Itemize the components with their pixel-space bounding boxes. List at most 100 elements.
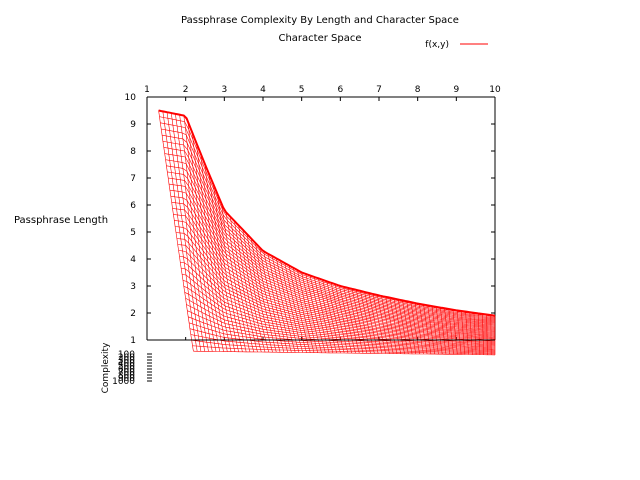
x-axis-label: Character Space: [278, 33, 361, 44]
surface-column-line: [414, 302, 424, 355]
surface-column-line: [330, 282, 349, 354]
y-tick-label: 3: [130, 282, 136, 292]
surface-column-line: [238, 225, 266, 353]
chart-title: Passphrase Complexity By Length and Char…: [181, 15, 459, 26]
surface-column-line: [435, 306, 443, 355]
surface-column-line: [372, 293, 386, 354]
surface-column-line: [377, 294, 390, 354]
surface-column-line: [263, 251, 288, 353]
surface-column-line: [360, 290, 375, 354]
surface-top-edge: [158, 109, 496, 317]
surface-column-line: [259, 247, 285, 353]
z-tick-label: 100: [118, 350, 135, 360]
y-tick-label: 1: [130, 336, 136, 346]
surface-column-line: [322, 279, 341, 354]
surface-column-line: [423, 304, 432, 355]
surface-column-line: [221, 204, 251, 352]
surface-column-line: [204, 164, 236, 352]
y-tick-label: 2: [130, 309, 136, 319]
surface-column-line: [267, 253, 292, 353]
x-tick-label: 5: [299, 85, 305, 95]
surface-column-line: [393, 298, 405, 354]
surface-column-line: [276, 258, 300, 353]
surface-column-line: [225, 211, 254, 352]
surface-column-line: [313, 276, 334, 353]
surface-column-line: [326, 281, 345, 354]
surface-column-line: [406, 301, 417, 354]
z-tick-label: 800: [118, 371, 135, 381]
surface-column-line: [179, 114, 213, 352]
x-tick-label: 9: [453, 85, 459, 95]
surface-column-line: [343, 286, 360, 354]
z-tick-label: 400: [118, 359, 135, 369]
surface-column-line: [271, 255, 296, 353]
surface-row-line: [175, 226, 496, 335]
surface-column-line: [217, 194, 247, 352]
surface-column-line: [200, 153, 232, 352]
surface-column-line: [309, 275, 330, 353]
surface-column-line: [448, 308, 454, 355]
surface-column-line: [482, 313, 484, 355]
z-tick-label: 1000: [112, 377, 135, 387]
surface-column-line: [427, 305, 435, 355]
y-axis-label: Passphrase Length: [14, 215, 108, 226]
x-tick-label: 8: [415, 85, 421, 95]
y-tick-label: 4: [130, 255, 136, 265]
surface-column-line: [473, 312, 477, 355]
z-tick-label: 900: [118, 374, 135, 384]
legend-label: f(x,y): [425, 40, 449, 50]
surface-column-line: [213, 184, 243, 352]
z-tick-label: 200: [118, 353, 135, 363]
surface-column-line: [229, 216, 258, 353]
surface-column-line: [461, 311, 466, 355]
surface-column-line: [477, 313, 481, 355]
surface-column-line: [381, 295, 394, 354]
surface-column-line: [158, 110, 194, 352]
y-tick-label: 5: [130, 228, 136, 238]
surface-column-line: [187, 121, 221, 352]
z-tick-label: 300: [118, 356, 135, 366]
legend: f(x,y): [425, 40, 488, 50]
z-tick-label: 500: [118, 362, 135, 372]
surface-column-line: [250, 238, 277, 353]
surface-column-line: [444, 308, 451, 355]
x-tick-label: 10: [489, 85, 501, 95]
surface-column-line: [347, 287, 364, 354]
surface-column-line: [419, 303, 428, 355]
surface-column-line: [166, 112, 202, 352]
x-tick-label: 3: [221, 85, 227, 95]
y-ticks: 1 2 3 4 5 6 7 8 9 10: [125, 93, 495, 346]
surface-mesh: [147, 109, 496, 356]
surface-row-line: [161, 128, 496, 319]
surface-column-line: [183, 115, 217, 352]
surface-column-line: [162, 111, 198, 352]
surface-column-line: [440, 307, 447, 355]
surface-column-line: [385, 296, 398, 354]
surface-column-line: [234, 220, 262, 353]
x-tick-label: 7: [376, 85, 382, 95]
surface-column-line: [486, 314, 488, 355]
surface-column-line: [452, 309, 458, 355]
surface-column-line: [402, 300, 413, 354]
surface-column-line: [318, 278, 337, 353]
surface-column-line: [355, 289, 371, 354]
surface-column-line: [456, 310, 462, 355]
surface-column-line: [368, 292, 383, 354]
y-tick-label: 10: [125, 93, 137, 103]
surface-column-line: [351, 288, 368, 354]
x-tick-label: 1: [144, 85, 150, 95]
x-tick-label: 2: [183, 85, 189, 95]
surface-column-line: [242, 229, 270, 353]
surface-column-line: [280, 260, 303, 353]
z-axis-label: Complexity: [101, 342, 111, 394]
surface-column-line: [255, 242, 281, 353]
surface-column-line: [246, 233, 273, 353]
surface-column-line: [196, 142, 228, 352]
surface-column-line: [398, 299, 409, 354]
surface-column-line: [389, 297, 402, 354]
surface-column-line: [465, 311, 469, 355]
surface-column-line: [431, 305, 439, 355]
y-tick-label: 9: [130, 120, 136, 130]
